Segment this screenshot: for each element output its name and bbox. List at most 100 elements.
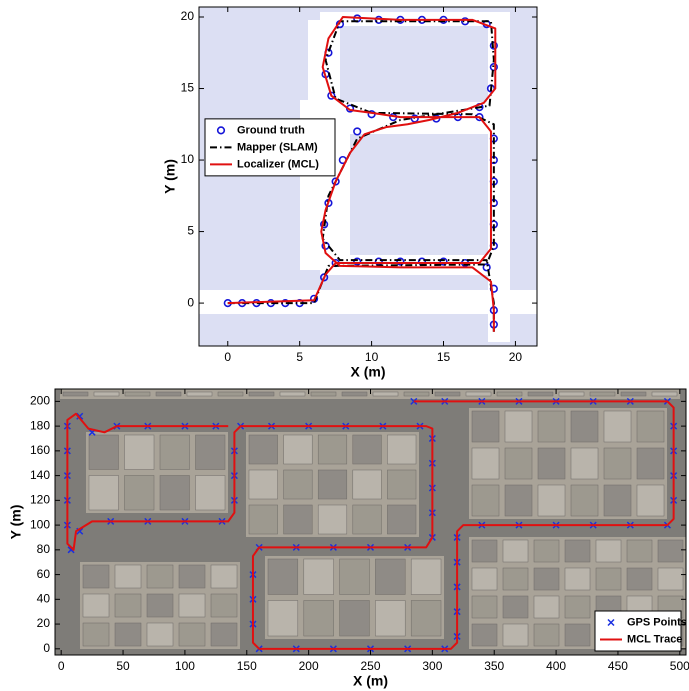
y-axis-label: Y (m) — [162, 159, 178, 194]
house — [603, 410, 632, 443]
house — [471, 539, 498, 563]
house — [310, 391, 337, 397]
house — [372, 391, 399, 397]
house — [504, 410, 533, 443]
x-tick-label: 0 — [58, 659, 65, 673]
house — [124, 475, 155, 511]
house — [375, 558, 406, 595]
house — [570, 410, 599, 443]
y-tick-label: 10 — [181, 152, 195, 166]
house — [533, 539, 560, 563]
house — [636, 410, 665, 443]
house — [159, 475, 190, 511]
house — [82, 622, 110, 647]
y-tick-label: 200 — [30, 394, 50, 408]
house — [471, 410, 500, 443]
house — [317, 434, 348, 465]
house — [657, 567, 684, 591]
house — [558, 391, 585, 397]
x-tick-label: 400 — [546, 659, 566, 673]
house — [564, 623, 591, 647]
x-tick-label: 15 — [437, 350, 451, 364]
x-tick-label: 150 — [237, 659, 257, 673]
plot-frame — [198, 6, 538, 347]
y-tick-label: 160 — [30, 443, 50, 457]
house — [352, 434, 382, 465]
house — [657, 539, 684, 563]
legend-label: GPS Points — [627, 616, 687, 628]
x-tick-label: 300 — [422, 659, 442, 673]
house — [595, 567, 622, 591]
house — [195, 475, 226, 511]
ground-truth-point — [396, 257, 405, 266]
house — [465, 391, 492, 397]
y-tick-label: 0 — [187, 295, 194, 309]
house — [387, 469, 417, 500]
house — [114, 564, 142, 589]
legend-swatch — [607, 618, 615, 627]
house — [471, 595, 498, 619]
house — [471, 623, 498, 647]
house — [502, 595, 529, 619]
house — [434, 391, 461, 397]
house — [303, 558, 334, 595]
house — [178, 593, 206, 618]
y-axis-label: Y (m) — [8, 505, 24, 540]
house — [317, 504, 348, 535]
house — [62, 391, 89, 397]
y-tick-label: 60 — [37, 567, 51, 581]
occupancy-map — [199, 7, 537, 346]
y-tick-label: 80 — [37, 542, 51, 556]
house — [502, 539, 529, 563]
house — [248, 391, 275, 397]
building — [352, 140, 487, 252]
house — [504, 447, 533, 480]
house — [267, 600, 299, 637]
ground-truth-point — [489, 41, 498, 50]
house — [210, 622, 238, 647]
house — [533, 623, 560, 647]
house — [248, 504, 278, 535]
house — [341, 391, 368, 397]
house — [114, 622, 142, 647]
house — [375, 600, 406, 637]
house — [537, 484, 566, 517]
house — [564, 595, 591, 619]
house — [527, 391, 554, 397]
house — [533, 567, 560, 591]
plot-frame — [54, 388, 687, 656]
y-tick-label: 100 — [30, 517, 50, 531]
house — [339, 600, 370, 637]
house — [471, 484, 500, 517]
house — [283, 469, 313, 500]
house — [267, 558, 299, 595]
house — [82, 593, 110, 618]
house — [564, 539, 591, 563]
y-tick-label: 15 — [181, 81, 195, 95]
x-tick-label: 350 — [484, 659, 504, 673]
trajectory-line — [227, 20, 495, 332]
y-tick-label: 0 — [43, 641, 50, 655]
house — [155, 391, 182, 397]
house — [352, 504, 382, 535]
house — [124, 391, 151, 397]
x-tick-label: 500 — [670, 659, 689, 673]
ground-truth-point — [353, 257, 362, 266]
house — [410, 600, 442, 637]
legend-label: Localizer (MCL) — [237, 158, 319, 170]
ground-truth-point — [482, 263, 491, 272]
house — [279, 391, 306, 397]
house — [195, 434, 226, 470]
y-tick-label: 40 — [37, 591, 51, 605]
house — [502, 623, 529, 647]
house — [283, 434, 313, 465]
house — [88, 434, 119, 470]
house — [317, 469, 348, 500]
x-tick-label: 5 — [296, 350, 303, 364]
y-tick-label: 140 — [30, 468, 50, 482]
y-tick-label: 20 — [181, 9, 195, 23]
legend-label: MCL Trace — [627, 633, 682, 645]
house — [339, 558, 370, 595]
x-tick-label: 200 — [299, 659, 319, 673]
y-tick-label: 120 — [30, 493, 50, 507]
